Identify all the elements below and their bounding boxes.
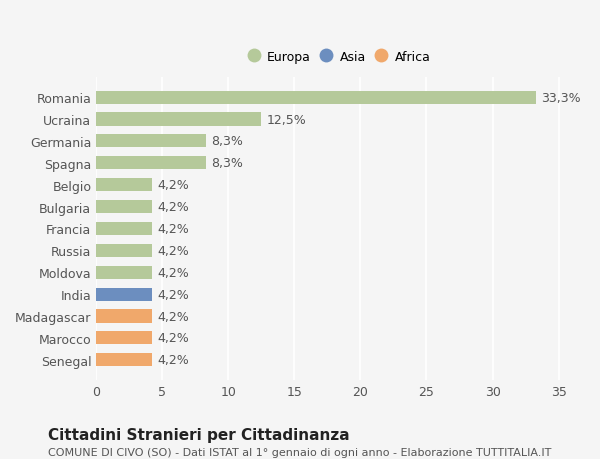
Bar (96, 353, 152, 367)
Bar (96, 288, 152, 301)
Bar (96, 91, 536, 105)
Bar (96, 223, 152, 235)
Bar (96, 201, 152, 214)
Text: Cittadini Stranieri per Cittadinanza: Cittadini Stranieri per Cittadinanza (48, 427, 350, 442)
Bar (96, 244, 152, 257)
Text: 4,2%: 4,2% (157, 179, 189, 192)
Bar (96, 331, 152, 345)
Bar (96, 266, 152, 279)
Text: 12,5%: 12,5% (266, 113, 307, 126)
Text: COMUNE DI CIVO (SO) - Dati ISTAT al 1° gennaio di ogni anno - Elaborazione TUTTI: COMUNE DI CIVO (SO) - Dati ISTAT al 1° g… (48, 448, 551, 458)
Bar (96, 179, 152, 192)
Text: 4,2%: 4,2% (157, 201, 189, 213)
Bar (96, 310, 152, 323)
Bar (96, 113, 262, 126)
Text: 4,2%: 4,2% (157, 288, 189, 301)
Text: 33,3%: 33,3% (541, 91, 581, 105)
Bar (96, 157, 206, 170)
Text: 4,2%: 4,2% (157, 353, 189, 366)
Text: 8,3%: 8,3% (211, 157, 243, 170)
Text: 4,2%: 4,2% (157, 223, 189, 235)
Text: 4,2%: 4,2% (157, 332, 189, 345)
Bar (96, 135, 206, 148)
Text: 4,2%: 4,2% (157, 266, 189, 279)
Text: 4,2%: 4,2% (157, 244, 189, 257)
Text: 8,3%: 8,3% (211, 135, 243, 148)
Legend: Europa, Asia, Africa: Europa, Asia, Africa (244, 45, 437, 70)
Text: 4,2%: 4,2% (157, 310, 189, 323)
